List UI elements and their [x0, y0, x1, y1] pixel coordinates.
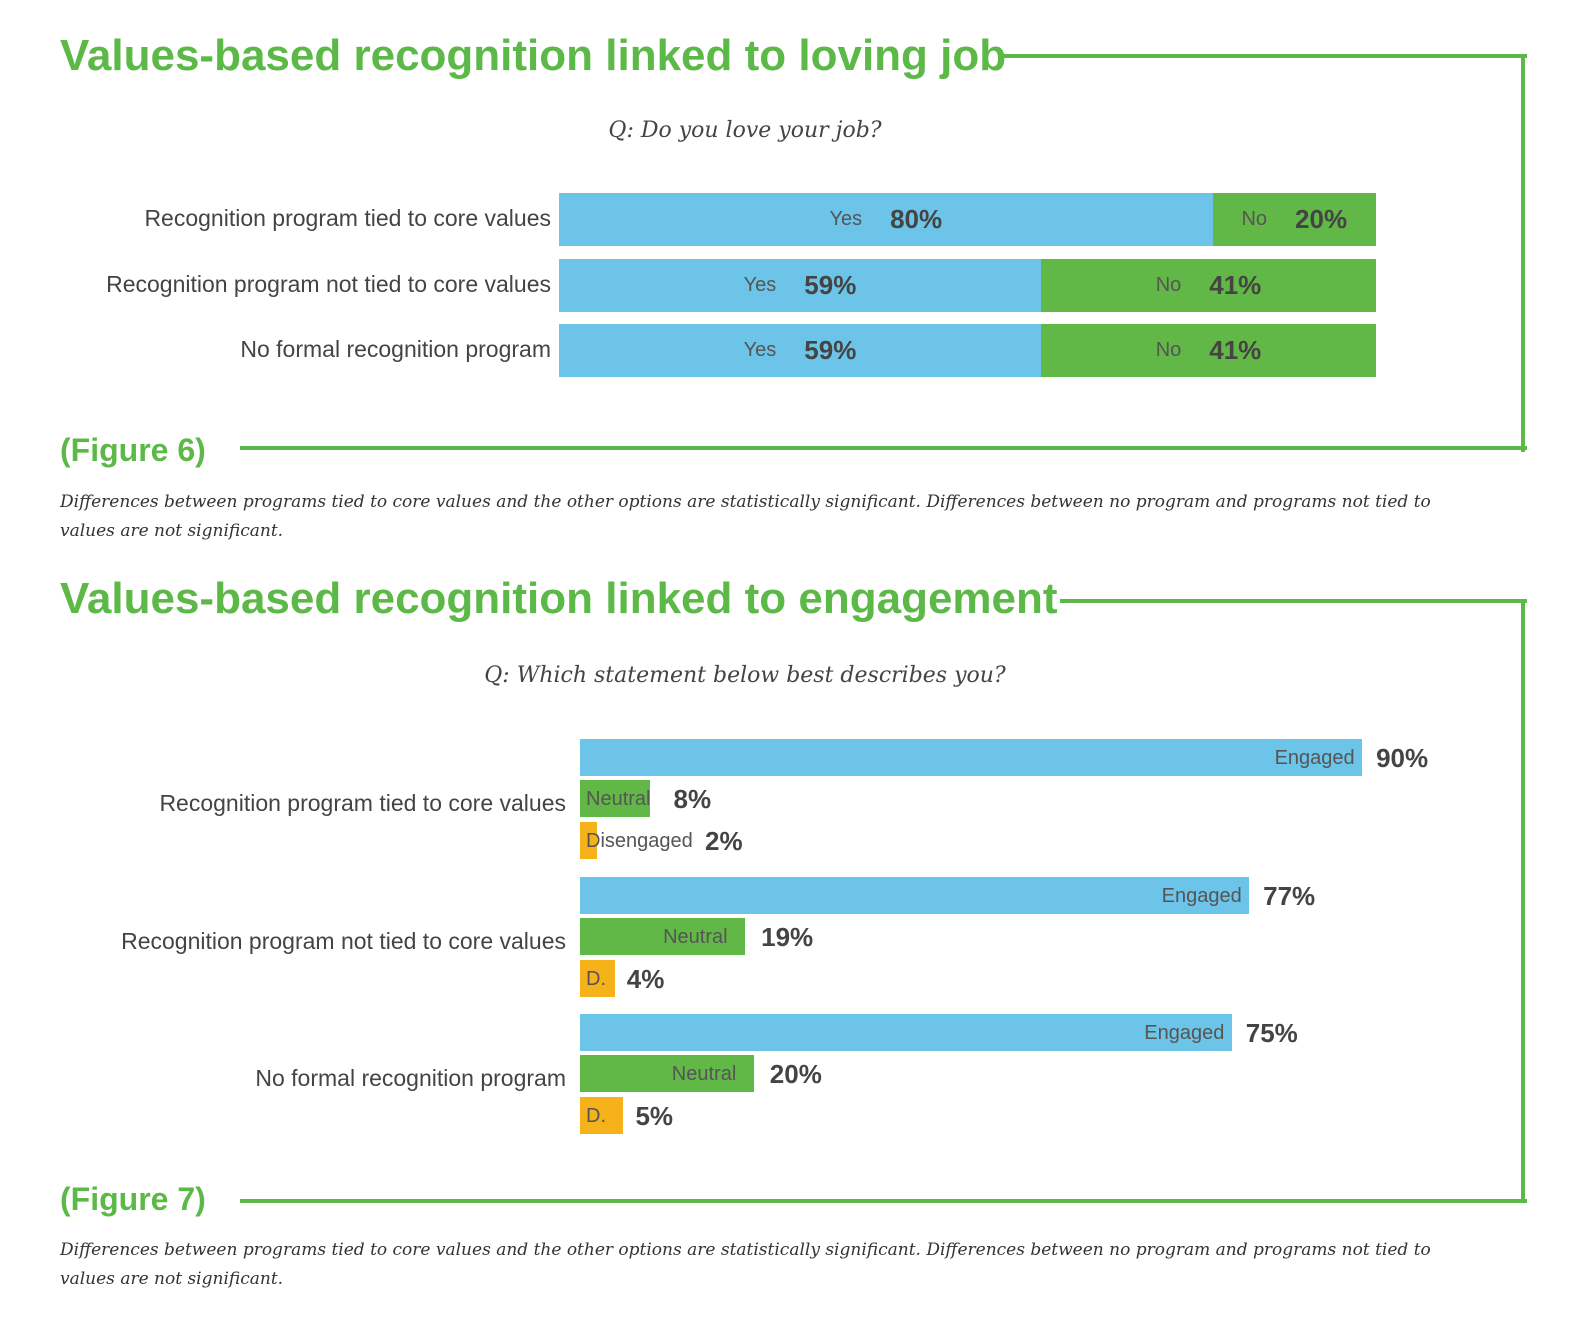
segment-value-label: 80% [890, 204, 943, 234]
bar-category-label: Engaged [1161, 885, 1242, 907]
segment-category-label: No [1155, 274, 1182, 296]
bar-value-label: 4% [626, 964, 665, 994]
bar-category-label: D. [586, 1105, 606, 1127]
segment-category-label: Yes [743, 339, 777, 361]
frame-line [240, 446, 1527, 450]
neutral-bar [580, 780, 650, 817]
frame-line [1521, 599, 1525, 1203]
neutral-bar [580, 1055, 754, 1092]
segment-category-label: No [1241, 208, 1268, 230]
bar-category-label: Engaged [1144, 1022, 1225, 1044]
bar-value-label: 75% [1245, 1018, 1298, 1048]
figure6-title: Values-based recognition linked to lovin… [60, 31, 1007, 80]
engaged-bar [580, 877, 1250, 914]
bar-category-label: Disengaged [586, 830, 693, 852]
row-label: Recognition program tied to core values [159, 790, 566, 816]
segment-value-label: 41% [1209, 335, 1262, 365]
bar-category-label: Engaged [1274, 747, 1355, 769]
disengaged-bar [580, 1097, 624, 1134]
row-label: Recognition program not tied to core val… [106, 271, 551, 297]
yes-segment: Yes 80% [559, 193, 1213, 246]
no-segment: No 20% [1212, 193, 1376, 246]
bar-value-label: 8% [673, 784, 712, 814]
row-label: Recognition program tied to core values [144, 205, 551, 231]
segment-category-label: Yes [743, 274, 777, 296]
row-label: No formal recognition program [255, 1065, 566, 1091]
figure7-question: Q: Which statement below best describes … [484, 663, 1006, 688]
segment-value-label: 20% [1295, 204, 1348, 234]
yes-segment: Yes 59% [559, 324, 1042, 377]
no-segment: No 41% [1041, 324, 1376, 377]
bar-value-label: 90% [1376, 743, 1429, 773]
frame-line [1003, 54, 1527, 58]
yes-segment: Yes 59% [559, 259, 1042, 312]
frame-line [1060, 599, 1527, 603]
figure7-title: Values-based recognition linked to engag… [60, 574, 1058, 623]
bar-category-label: Neutral [671, 1063, 737, 1085]
frame-line [240, 1199, 1527, 1203]
engaged-bar [580, 1014, 1232, 1051]
segment-value-label: 59% [804, 335, 857, 365]
figure6-caption: (Figure 6) [60, 432, 206, 468]
bar-category-label: D. [586, 968, 606, 990]
bar-value-label: 2% [705, 826, 743, 856]
engaged-bar [580, 739, 1363, 776]
figure7-note: Differences between programs tied to cor… [60, 1240, 1431, 1289]
figure7-caption: (Figure 7) [60, 1181, 206, 1217]
segment-value-label: 41% [1209, 270, 1262, 300]
disengaged-bar [580, 822, 598, 859]
bar-category-label: Neutral [663, 926, 728, 948]
figure6-note: Differences between programs tied to cor… [60, 492, 1431, 541]
bar-value-label: 19% [761, 922, 814, 952]
bar-value-label: 20% [769, 1059, 822, 1089]
frame-line [1521, 54, 1525, 452]
bar-value-label: 77% [1263, 881, 1316, 911]
row-label: No formal recognition program [240, 336, 551, 362]
segment-value-label: 59% [804, 270, 857, 300]
row-label: Recognition program not tied to core val… [121, 928, 566, 954]
no-segment: No 41% [1041, 259, 1376, 312]
segment-category-label: Yes [829, 208, 863, 230]
disengaged-bar [580, 960, 615, 997]
segment-category-label: No [1155, 339, 1182, 361]
neutral-bar [580, 918, 746, 955]
bar-category-label: Neutral [586, 788, 651, 810]
bar-value-label: 5% [635, 1101, 674, 1131]
figure6-question: Q: Do you love your job? [608, 118, 882, 143]
